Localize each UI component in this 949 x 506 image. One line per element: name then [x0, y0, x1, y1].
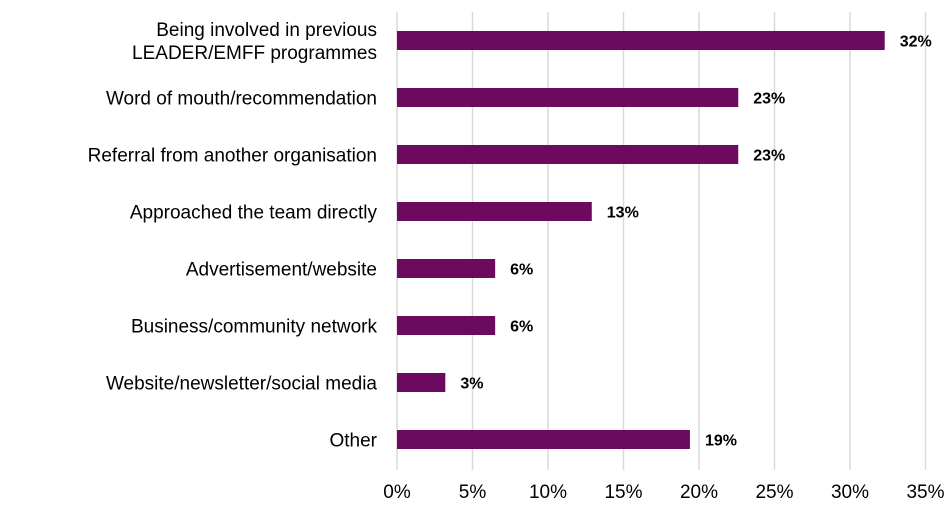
category-label: Referral from another organisation — [88, 146, 377, 167]
bar — [397, 31, 885, 50]
x-axis-tick-labels: 0% 5% 10% 15% 20% 25% 30% 35% — [383, 482, 944, 503]
category-label-line: Word of mouth/recommendation — [106, 89, 377, 110]
category-label: Business/community network — [131, 317, 378, 338]
bar — [397, 88, 739, 107]
x-tick-label: 10% — [529, 482, 567, 503]
bar — [397, 430, 690, 449]
data-labels: 32% 23% 23% 13% 6% 6% 3% 19% — [460, 34, 931, 450]
category-label: Word of mouth/recommendation — [106, 89, 377, 110]
bar-value-label: 6% — [510, 319, 533, 336]
x-tick-label: 25% — [755, 482, 793, 503]
category-label-line: Approached the team directly — [130, 203, 378, 224]
category-label-line: Referral from another organisation — [88, 146, 377, 167]
category-label-line: Advertisement/website — [186, 260, 377, 281]
bar-value-label: 13% — [607, 205, 639, 222]
gridlines — [396, 12, 927, 470]
category-label: Website/newsletter/social media — [106, 374, 377, 395]
x-tick-label: 5% — [459, 482, 487, 503]
x-tick-label: 20% — [680, 482, 718, 503]
bar-value-label: 32% — [900, 34, 932, 51]
bar — [397, 145, 739, 164]
category-label: Approached the team directly — [130, 203, 378, 224]
category-label: Other — [329, 431, 377, 452]
category-label-line: Business/community network — [131, 317, 378, 338]
category-label-line: LEADER/EMFF programmes — [132, 43, 377, 64]
bar-value-label: 3% — [460, 376, 483, 393]
bar — [397, 373, 446, 392]
category-label-line: Other — [329, 431, 377, 452]
bars — [397, 31, 885, 449]
category-label-line: Being involved in previous — [156, 20, 377, 41]
category-label: Advertisement/website — [186, 260, 377, 281]
category-label-line: Website/newsletter/social media — [106, 374, 377, 395]
x-tick-label: 30% — [831, 482, 869, 503]
bar — [397, 316, 496, 335]
bar — [397, 259, 496, 278]
x-tick-label: 0% — [383, 482, 411, 503]
x-tick-label: 15% — [604, 482, 642, 503]
bar-value-label: 23% — [753, 148, 785, 165]
bar-value-label: 23% — [753, 91, 785, 108]
bar — [397, 202, 592, 221]
bar-value-label: 6% — [510, 262, 533, 279]
bar-value-label: 19% — [705, 433, 737, 450]
x-tick-label: 35% — [906, 482, 944, 503]
